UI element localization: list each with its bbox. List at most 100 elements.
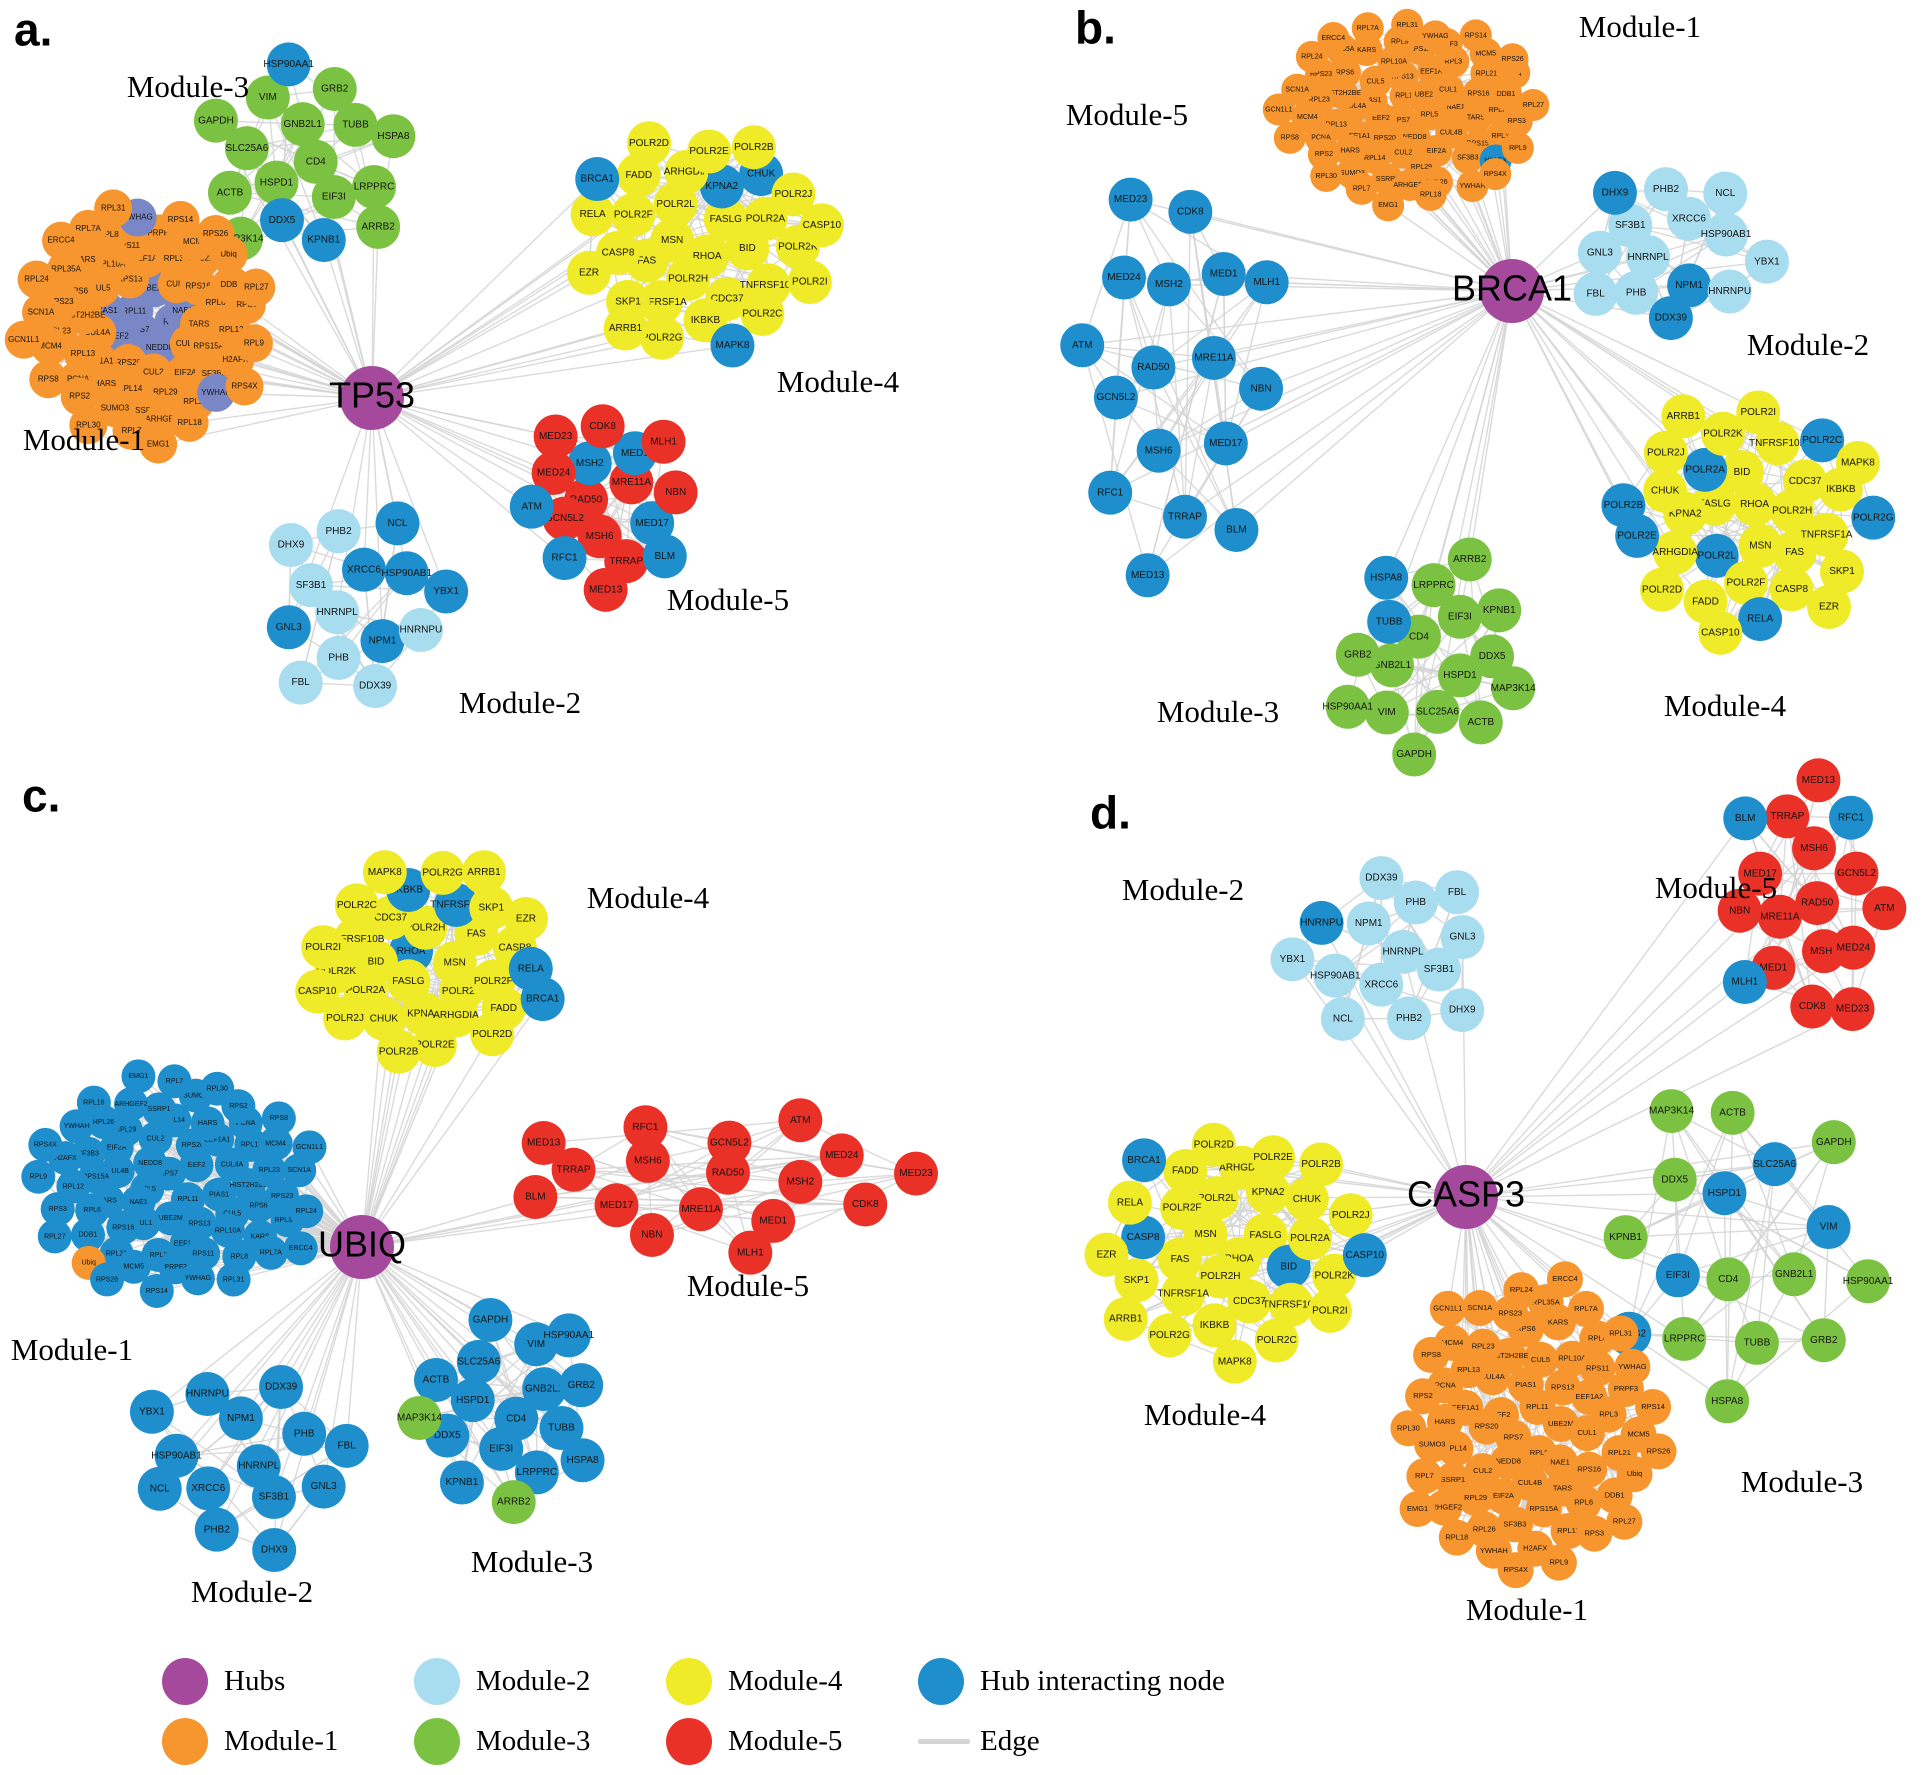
node-RPS14: RPS14 <box>139 1273 174 1308</box>
node-POLR2G: POLR2G <box>1851 495 1896 540</box>
legend-module-4: Module-4 <box>666 1658 918 1705</box>
node-GAPDH: GAPDH <box>1811 1120 1856 1165</box>
module-label-b-module-1: Module-1 <box>1579 9 1701 44</box>
legend: Hubs Module-1 Module-2 Module-3 Module-4 <box>162 1658 1225 1765</box>
module-a-module-3: CD4HSPD1GNB2L1EIF3ISLC25A6TUBBDDX5VIMLRP… <box>193 42 416 263</box>
node-NBN: NBN <box>653 470 698 515</box>
node-SF3B3: SF3B3 <box>1451 141 1484 174</box>
node-EMG1: EMG1 <box>1372 189 1405 222</box>
node-ATM: ATM <box>1060 323 1105 368</box>
node-MSH2: MSH2 <box>1146 262 1191 307</box>
module-c-module-4: RHOAMSNFASLGPOLR2HPOLR2LBIDFASKPNA2CDC37… <box>295 850 565 1074</box>
node-GCN5L2: GCN5L2 <box>1093 375 1138 420</box>
node-POLR2F: POLR2F <box>611 192 656 237</box>
node-RELA: RELA <box>1738 597 1783 642</box>
node-DDX39: DDX39 <box>353 664 398 709</box>
node-HSPA8: HSPA8 <box>1364 555 1409 600</box>
node-EZR: EZR <box>1084 1232 1129 1277</box>
module-b-module-1: RPS7RPL11RPL5EEF2UBE2MNEDD8PIAS1NAE1RPS2… <box>1262 8 1550 222</box>
node-RFC1: RFC1 <box>1088 470 1133 515</box>
node-RPL30: RPL30 <box>200 1071 235 1106</box>
node-CDK8: CDK8 <box>1168 189 1213 234</box>
nodes: CD4HSPD1GNB2L1EIF3ISLC25A6TUBBDDX5VIMLRP… <box>4 42 844 709</box>
node-GNL3: GNL3 <box>301 1464 346 1509</box>
module-label-b-module-2: Module-2 <box>1747 327 1869 362</box>
node-HSPA8: HSPA8 <box>1705 1379 1750 1424</box>
node-SCN1A: SCN1A <box>1461 1290 1498 1327</box>
node-RPS26: RPS26 <box>1640 1433 1677 1470</box>
node-GCN1L1: GCN1L1 <box>1262 93 1295 126</box>
node-FBL: FBL <box>278 660 323 705</box>
node-RPL30: RPL30 <box>1390 1410 1427 1447</box>
node-BLM: BLM <box>1723 796 1768 841</box>
node-RPS4X: RPS4X <box>225 367 264 406</box>
legend-edge: Edge <box>918 1718 1225 1765</box>
node-EMG1: EMG1 <box>139 425 178 464</box>
node-POLR2I: POLR2I <box>1736 390 1781 435</box>
module-label-d-module-3: Module-3 <box>1741 1464 1863 1499</box>
node-DDX39: DDX39 <box>1648 296 1693 341</box>
node-ATM: ATM <box>1862 886 1907 931</box>
module-1-swatch-icon <box>162 1718 208 1765</box>
node-CDK8: CDK8 <box>580 404 625 449</box>
node-RPS4X: RPS4X <box>28 1127 63 1162</box>
node-RPS4X: RPS4X <box>1497 1552 1534 1589</box>
node-POLR2G: POLR2G <box>420 850 465 895</box>
node-ARRB2: ARRB2 <box>356 204 401 249</box>
node-TUBB: TUBB <box>1734 1320 1779 1365</box>
node-GNL3: GNL3 <box>266 605 311 650</box>
node-ACTB: ACTB <box>207 170 252 215</box>
node-VIM: VIM <box>1806 1205 1851 1250</box>
node-HSP90AA1: HSP90AA1 <box>1322 684 1373 729</box>
node-SLC25A6: SLC25A6 <box>1752 1142 1797 1187</box>
node-BRCA1: BRCA1 <box>520 977 565 1022</box>
node-MRE11A: MRE11A <box>1191 335 1236 380</box>
node-MRE11A: MRE11A <box>1757 894 1802 939</box>
module-label-b-module-4: Module-4 <box>1664 688 1787 723</box>
module-label-a-module-2: Module-2 <box>459 685 581 720</box>
panel-c: RHOAMSNFASLGPOLR2HPOLR2LBIDFASKPNA2CDC37… <box>11 770 938 1609</box>
node-YWHAG: YWHAG <box>1614 1348 1651 1385</box>
node-BLM: BLM <box>642 534 687 579</box>
node-RPL7A: RPL7A <box>253 1235 288 1270</box>
node-BLM: BLM <box>1214 507 1259 552</box>
node-CUL5: CUL5 <box>1522 1341 1559 1378</box>
node-RPL31: RPL31 <box>94 189 133 228</box>
node-MLH1: MLH1 <box>641 419 686 464</box>
node-RPS14: RPS14 <box>1635 1389 1672 1426</box>
node-ATM: ATM <box>778 1098 823 1143</box>
node-POLR2I: POLR2I <box>1307 1288 1352 1333</box>
node-VIM: VIM <box>1364 690 1409 735</box>
node-MED23: MED23 <box>533 414 578 459</box>
node-POLR2B: POLR2B <box>1299 1142 1344 1187</box>
hubs-swatch-icon <box>162 1658 208 1705</box>
node-RPL27: RPL27 <box>1517 88 1550 121</box>
module-label-a-module-3: Module-3 <box>127 69 249 104</box>
node-RELA: RELA <box>1107 1180 1152 1225</box>
node-EIF3I: EIF3I <box>1655 1253 1700 1298</box>
panel-b: RPS7RPL11RPL5EEF2UBE2MNEDD8PIAS1NAE1RPS2… <box>1060 2 1896 777</box>
node-TUBB: TUBB <box>1367 599 1412 644</box>
node-EIF3I: EIF3I <box>311 175 356 220</box>
node-POLR2B: POLR2B <box>1601 483 1646 528</box>
node-POLR2D: POLR2D <box>1191 1122 1236 1167</box>
node-RPL18: RPL18 <box>170 403 209 442</box>
node-RPS16: RPS16 <box>1571 1451 1608 1488</box>
module-label-d-module-4: Module-4 <box>1144 1397 1267 1432</box>
node-RPL9: RPL9 <box>1540 1544 1577 1581</box>
node-ARRB1: ARRB1 <box>603 306 648 351</box>
node-FBL: FBL <box>1435 870 1480 915</box>
node-RPL24: RPL24 <box>17 260 56 299</box>
node-DHX9: DHX9 <box>252 1528 297 1573</box>
node-XRCC6: XRCC6 <box>186 1466 231 1511</box>
node-POLR2C: POLR2C <box>1254 1318 1299 1363</box>
node-HNRNPU: HNRNPU <box>1299 900 1344 945</box>
node-MLH1: MLH1 <box>1722 960 1767 1005</box>
node-NBN: NBN <box>629 1212 674 1257</box>
node-CASP10: CASP10 <box>799 203 844 248</box>
node-MED17: MED17 <box>594 1183 639 1228</box>
node-YBX1: YBX1 <box>129 1389 174 1434</box>
legend-column-4: Hub interacting node Edge <box>918 1658 1225 1765</box>
node-SF3B1: SF3B1 <box>251 1475 296 1520</box>
